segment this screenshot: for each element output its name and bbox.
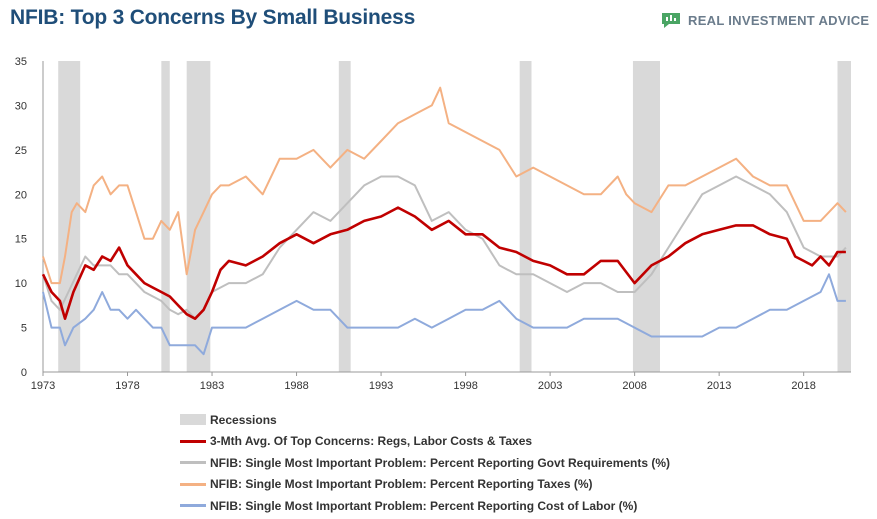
series-line-3 [42, 273, 846, 356]
y-tick-label: 10 [15, 278, 27, 290]
legend-swatch [180, 461, 206, 465]
y-tick-label: 35 [15, 56, 27, 68]
series-line-0 [41, 206, 846, 320]
legend-swatch [180, 414, 206, 426]
x-tick-label: 2018 [791, 380, 815, 392]
y-tick-label: 15 [15, 234, 27, 246]
legend-swatch [180, 504, 206, 508]
legend-item: Recessions [180, 409, 670, 431]
y-tick-label: 30 [15, 100, 27, 112]
legend-item: 3-Mth Avg. Of Top Concerns: Regs, Labor … [180, 431, 670, 453]
x-tick-label: 1988 [284, 380, 308, 392]
x-tick-label: 2003 [538, 380, 562, 392]
chart-series [41, 86, 847, 356]
recession-band [186, 61, 211, 372]
x-tick-label: 2013 [707, 380, 731, 392]
recession-band [519, 61, 532, 372]
x-tick-label: 1978 [115, 380, 139, 392]
legend-item: NFIB: Single Most Important Problem: Per… [180, 452, 670, 474]
x-tick-label: 1983 [200, 380, 224, 392]
chart-legend: Recessions 3-Mth Avg. Of Top Concerns: Re… [180, 409, 670, 517]
legend-label: 3-Mth Avg. Of Top Concerns: Regs, Labor … [210, 434, 533, 449]
chart-title: NFIB: Top 3 Concerns By Small Business [10, 6, 416, 29]
x-tick-label: 1973 [31, 380, 55, 392]
legend-label: NFIB: Single Most Important Problem: Per… [210, 477, 593, 492]
y-tick-label: 5 [21, 323, 27, 335]
recession-band [161, 61, 170, 372]
y-tick-label: 25 [15, 145, 27, 157]
x-tick-label: 1993 [369, 380, 393, 392]
legend-label: NFIB: Single Most Important Problem: Per… [210, 498, 638, 513]
brand-logo: REAL INVESTMENT ADVICE [660, 11, 869, 29]
y-tick-label: 20 [15, 189, 27, 201]
y-tick-label: 0 [21, 367, 27, 379]
legend-label: Recessions [210, 412, 277, 427]
legend-item: NFIB: Single Most Important Problem: Per… [180, 495, 670, 517]
chart-axes: 0 5 10 15 20 25 30 35 1973 1978 1983 1988 1993 1998 20… [15, 56, 851, 392]
legend-label: NFIB: Single Most Important Problem: Per… [210, 455, 671, 470]
series-line-2 [42, 86, 847, 285]
recession-band [837, 61, 851, 372]
recession-band [58, 61, 81, 372]
brand-name: REAL INVESTMENT ADVICE [688, 12, 870, 28]
recession-band [338, 61, 351, 372]
legend-swatch [180, 439, 206, 443]
recession-bands [58, 61, 851, 372]
recession-band [632, 61, 660, 372]
series-line-1 [42, 175, 847, 320]
x-tick-label: 2008 [622, 380, 646, 392]
legend-swatch [180, 482, 206, 486]
brand-chat-icon [662, 13, 680, 28]
x-tick-label: 1998 [453, 380, 477, 392]
legend-item: NFIB: Single Most Important Problem: Per… [180, 474, 670, 496]
